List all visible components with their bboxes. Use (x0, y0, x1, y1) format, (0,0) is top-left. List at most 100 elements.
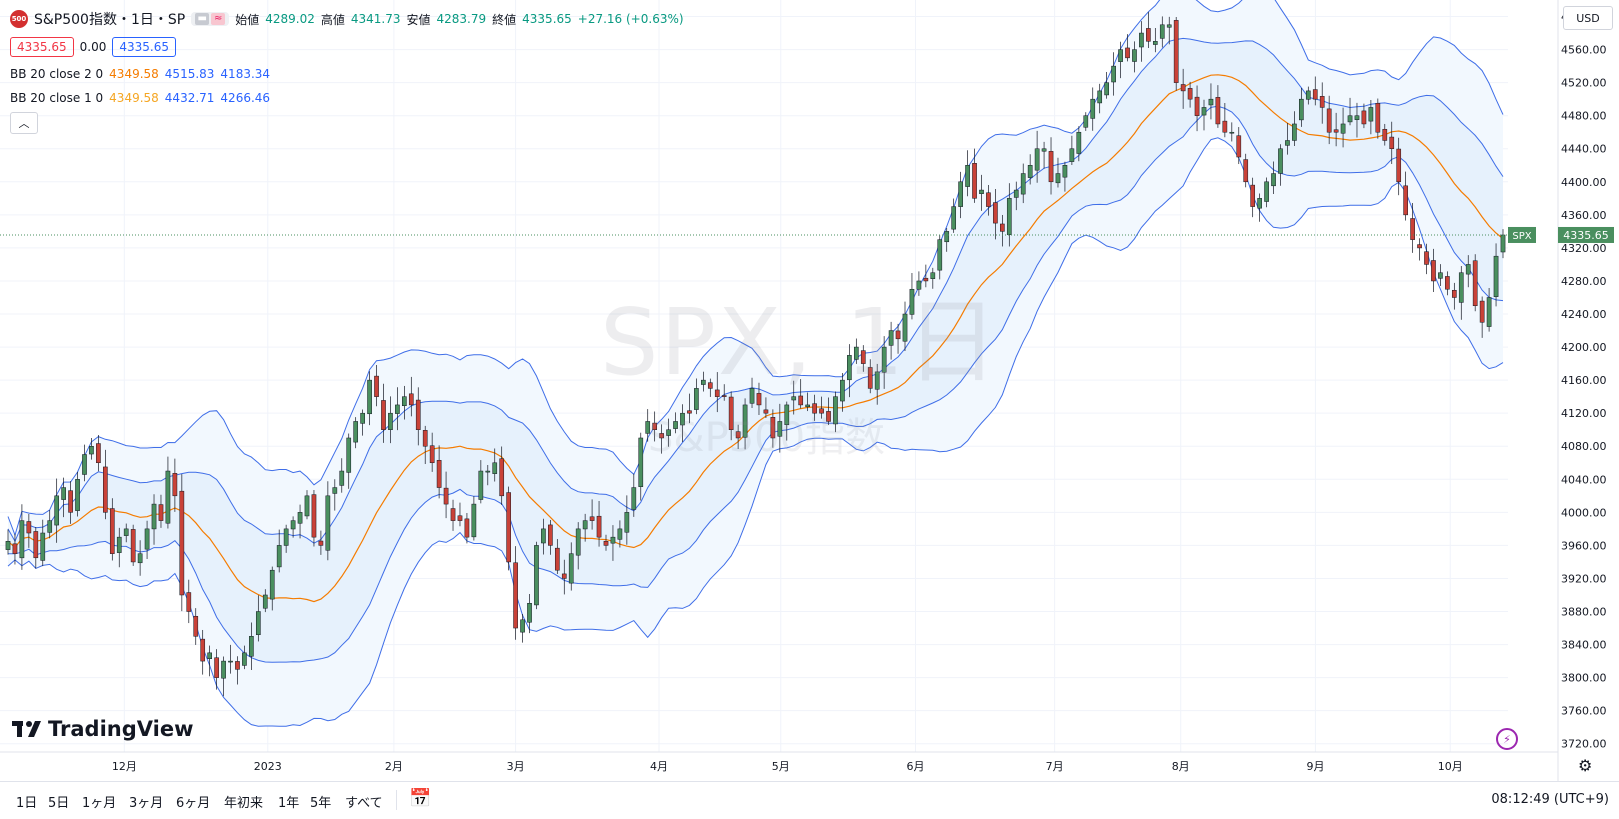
x-tick-label: 2023 (254, 760, 282, 773)
y-tick-label: 4200.00 (1561, 341, 1607, 354)
chart-watermark: SPX, 1日 (600, 289, 1000, 396)
candle-body (714, 389, 720, 397)
candle-body (833, 396, 838, 425)
candle-body (1354, 115, 1360, 120)
candle-body (1347, 115, 1353, 123)
candle-body (840, 379, 845, 402)
candle-body (958, 181, 963, 207)
candle-body (742, 404, 748, 438)
candle-body (499, 458, 505, 497)
y-tick-label: 3760.00 (1561, 705, 1607, 718)
y-tick-label: 4240.00 (1561, 308, 1607, 321)
candle-body (1069, 148, 1075, 162)
sell-button[interactable]: 4335.65 (10, 37, 74, 57)
candle-body (888, 330, 894, 346)
candle-body (812, 403, 817, 414)
candle-body (1417, 244, 1422, 249)
sp500-logo-icon: 500 (10, 10, 28, 28)
candle-body (1361, 110, 1367, 125)
currency-button[interactable]: USD (1563, 6, 1613, 30)
indicator-name: BB 20 close 1 0 (10, 91, 104, 105)
hide-icon[interactable]: ▬ (195, 13, 210, 25)
candle-body (1458, 272, 1464, 303)
candle-body (1208, 98, 1214, 106)
candle-body (930, 272, 936, 279)
y-tick-label: 4560.00 (1561, 44, 1607, 57)
tradingview-mark-icon (12, 721, 41, 737)
candle-body (1305, 90, 1311, 100)
candle-body (965, 165, 970, 187)
x-tick-label: 3月 (507, 760, 525, 773)
candle-body (123, 528, 129, 536)
visibility-toggle[interactable]: ▬ ≈ (191, 12, 230, 26)
wave-icon[interactable]: ≈ (211, 13, 226, 25)
x-tick-label: 12月 (112, 760, 137, 773)
open-label: 始値 (235, 12, 260, 27)
candle-body (1083, 115, 1089, 128)
candle-body (582, 520, 588, 530)
buy-button[interactable]: 4335.65 (112, 37, 176, 57)
candle-body (1201, 107, 1207, 116)
candle-body (158, 504, 164, 521)
candle-body (311, 494, 317, 538)
trade-row: 4335.65 0.00 4335.65 (10, 37, 176, 57)
candle-body (944, 231, 950, 243)
candle-body (979, 189, 984, 194)
candle-body (290, 520, 296, 530)
candle-body (304, 495, 310, 517)
collapse-legend-button[interactable]: ︿ (10, 112, 38, 134)
candle-body (881, 346, 887, 373)
tradingview-logo[interactable]: TradingView (12, 717, 193, 741)
candle-body (701, 379, 706, 385)
candle-body (172, 473, 178, 497)
indicator-basis: 4349.58 (109, 67, 159, 81)
lightning-icon[interactable]: ⚡ (1496, 728, 1518, 750)
candle-body (1090, 98, 1096, 119)
candle-body (749, 388, 755, 404)
candle-body (186, 592, 192, 612)
timeframe-ytd[interactable]: 年初来 (224, 796, 264, 811)
x-tick-label: 6月 (907, 760, 925, 773)
candle-body (1500, 234, 1506, 253)
calendar-range-icon[interactable]: 📅 (409, 788, 432, 809)
timeframe-1y[interactable]: 1年 (278, 796, 300, 811)
candle-body (1368, 107, 1374, 122)
x-tick-label: 8月 (1172, 760, 1190, 773)
candle-body (1146, 28, 1151, 42)
candle-body (249, 636, 254, 657)
candle-body (12, 543, 18, 554)
timeframe-1d[interactable]: 1日 (16, 796, 38, 811)
bb1-fill (8, 38, 1503, 663)
candle-body (82, 454, 87, 475)
candle-body (1180, 84, 1186, 92)
y-tick-label: 4520.00 (1561, 77, 1607, 90)
indicator-bb2[interactable]: BB 20 close 2 0 4349.58 4515.83 4183.34 (10, 67, 270, 81)
timeframe-1m[interactable]: 1ヶ月 (82, 796, 117, 811)
indicator-name: BB 20 close 2 0 (10, 67, 104, 81)
candle-body (1271, 173, 1276, 187)
candle-body (895, 330, 901, 340)
timeframe-6m[interactable]: 6ヶ月 (176, 796, 211, 811)
timeframe-5d[interactable]: 5日 (48, 796, 70, 811)
indicator-bb1[interactable]: BB 20 close 1 0 4349.58 4432.71 4266.46 (10, 91, 270, 105)
timeframe-all[interactable]: すべて (345, 796, 383, 811)
gear-icon[interactable]: ⚙ (1578, 756, 1593, 775)
candle-body (1403, 185, 1408, 216)
candle-body (1451, 289, 1457, 298)
symbol-title[interactable]: S&P500指数・1日・SP (34, 12, 186, 28)
candle-body (631, 487, 637, 510)
candle-body (1006, 198, 1012, 235)
candle-body (429, 445, 435, 464)
candle-body (1236, 135, 1242, 158)
candle-body (874, 371, 880, 390)
timeframe-3m[interactable]: 3ヶ月 (129, 796, 164, 811)
x-tick-label: 5月 (772, 760, 790, 773)
y-tick-label: 3880.00 (1561, 606, 1607, 619)
candle-body (297, 512, 303, 524)
candle-body (269, 569, 275, 600)
candle-body (1424, 251, 1429, 265)
candle-body (763, 409, 769, 414)
candle-body (207, 652, 212, 659)
timeframe-5y[interactable]: 5年 (310, 796, 332, 811)
